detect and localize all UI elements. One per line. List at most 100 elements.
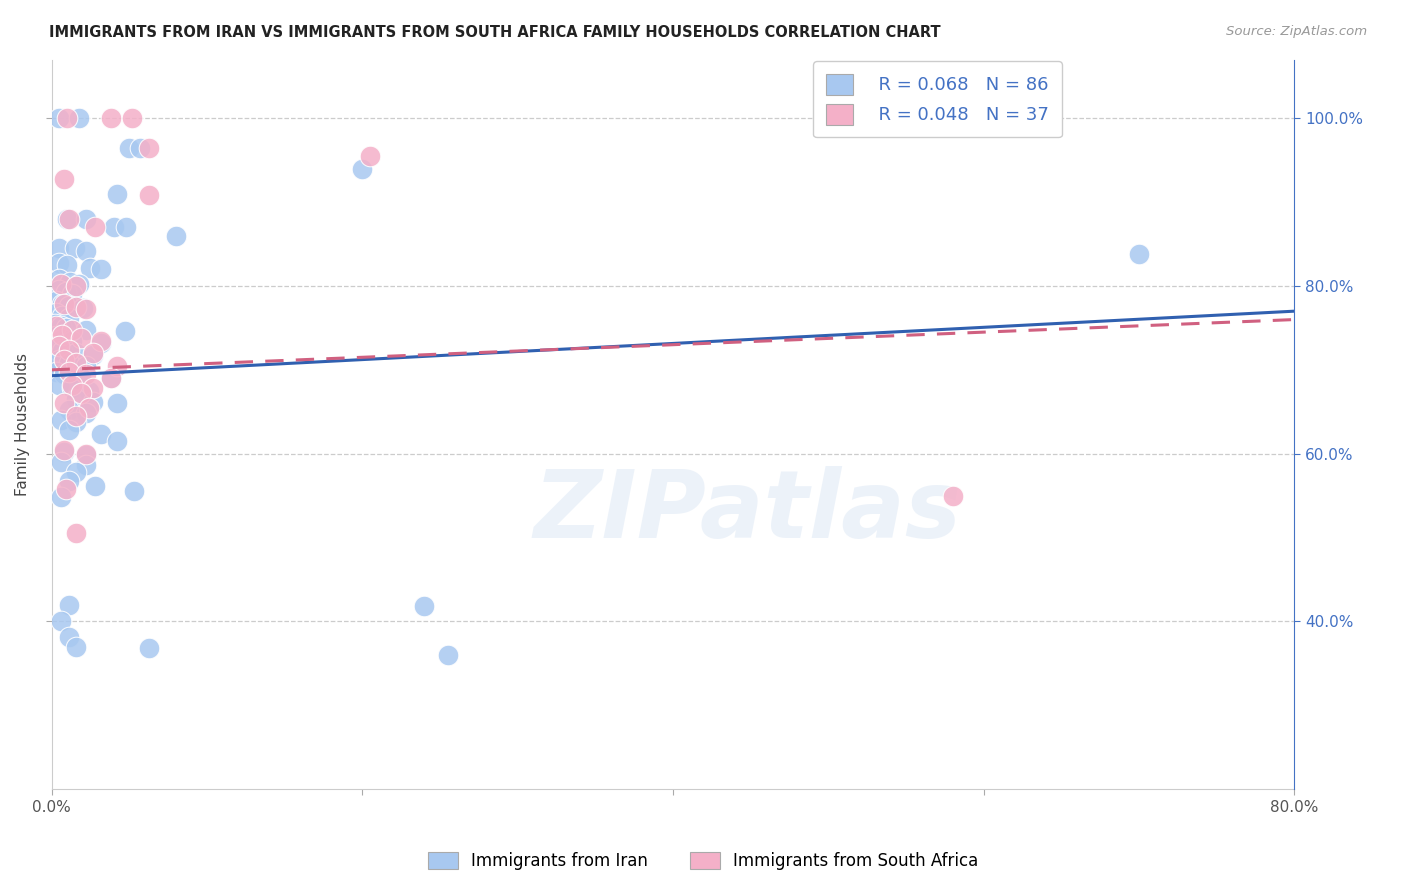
Point <box>65 346 87 360</box>
Point <box>45 329 67 343</box>
Point <box>138 141 160 155</box>
Point <box>105 186 128 201</box>
Point <box>51 332 73 346</box>
Point <box>58 356 80 370</box>
Point <box>70 331 93 345</box>
Point <box>82 348 104 362</box>
Point <box>48 339 70 353</box>
Point <box>49 491 72 505</box>
Point <box>84 478 107 492</box>
Point <box>100 112 122 126</box>
Point <box>58 211 80 226</box>
Point <box>52 171 75 186</box>
Point <box>352 161 374 176</box>
Point <box>65 300 87 314</box>
Point <box>60 381 83 395</box>
Point <box>63 241 86 255</box>
Point <box>45 306 67 320</box>
Point <box>65 279 87 293</box>
Point <box>75 407 97 421</box>
Point <box>82 346 104 360</box>
Point <box>56 112 79 126</box>
Point <box>75 359 97 373</box>
Point <box>138 188 160 202</box>
Point <box>49 413 72 427</box>
Point <box>48 283 70 297</box>
Point <box>75 367 97 381</box>
Point <box>60 334 83 349</box>
Point <box>75 323 97 337</box>
Point <box>77 384 100 398</box>
Point <box>69 277 91 292</box>
Point <box>48 352 70 367</box>
Point <box>129 141 152 155</box>
Point <box>942 489 965 503</box>
Point <box>65 526 87 541</box>
Point <box>75 244 97 258</box>
Point <box>48 272 70 286</box>
Legend:   R = 0.068   N = 86,   R = 0.048   N = 37: R = 0.068 N = 86, R = 0.048 N = 37 <box>813 62 1062 137</box>
Point <box>77 401 100 415</box>
Point <box>45 319 67 334</box>
Point <box>49 319 72 334</box>
Point <box>138 641 160 656</box>
Point <box>75 211 97 226</box>
Point <box>105 359 128 373</box>
Point <box>44 317 66 331</box>
Point <box>55 285 77 299</box>
Point <box>1128 247 1150 261</box>
Point <box>58 403 80 417</box>
Point <box>413 599 436 614</box>
Point <box>52 445 75 459</box>
Point <box>45 294 67 309</box>
Point <box>69 112 91 126</box>
Point <box>45 365 67 379</box>
Point <box>90 426 112 441</box>
Point <box>60 287 83 301</box>
Point <box>52 297 75 311</box>
Text: ZIPatlas: ZIPatlas <box>533 466 962 558</box>
Point <box>114 324 136 338</box>
Point <box>52 352 75 367</box>
Point <box>90 262 112 277</box>
Point <box>60 378 83 392</box>
Point <box>121 112 143 126</box>
Point <box>115 220 138 235</box>
Point <box>45 342 67 356</box>
Point <box>55 482 77 496</box>
Point <box>59 275 82 289</box>
Point <box>51 297 73 311</box>
Point <box>48 241 70 255</box>
Point <box>48 112 70 126</box>
Point <box>105 396 128 410</box>
Point <box>51 309 73 323</box>
Point <box>65 409 87 423</box>
Point <box>359 149 381 163</box>
Point <box>56 258 79 272</box>
Point <box>122 484 145 499</box>
Point <box>72 301 94 315</box>
Point <box>58 299 80 313</box>
Point <box>65 465 87 479</box>
Point <box>436 648 458 662</box>
Point <box>100 371 122 385</box>
Point <box>100 371 122 385</box>
Point <box>84 220 107 235</box>
Point <box>49 455 72 469</box>
Point <box>75 302 97 317</box>
Point <box>65 415 87 429</box>
Point <box>75 458 97 473</box>
Point <box>55 321 77 335</box>
Legend: Immigrants from Iran, Immigrants from South Africa: Immigrants from Iran, Immigrants from So… <box>422 845 984 877</box>
Y-axis label: Family Households: Family Households <box>15 353 30 496</box>
Point <box>70 369 93 384</box>
Point <box>48 378 70 392</box>
Point <box>65 640 87 654</box>
Point <box>82 394 104 409</box>
Point <box>60 323 83 337</box>
Point <box>56 211 79 226</box>
Point <box>58 598 80 612</box>
Point <box>65 356 87 370</box>
Point <box>51 327 73 342</box>
Point <box>52 367 75 381</box>
